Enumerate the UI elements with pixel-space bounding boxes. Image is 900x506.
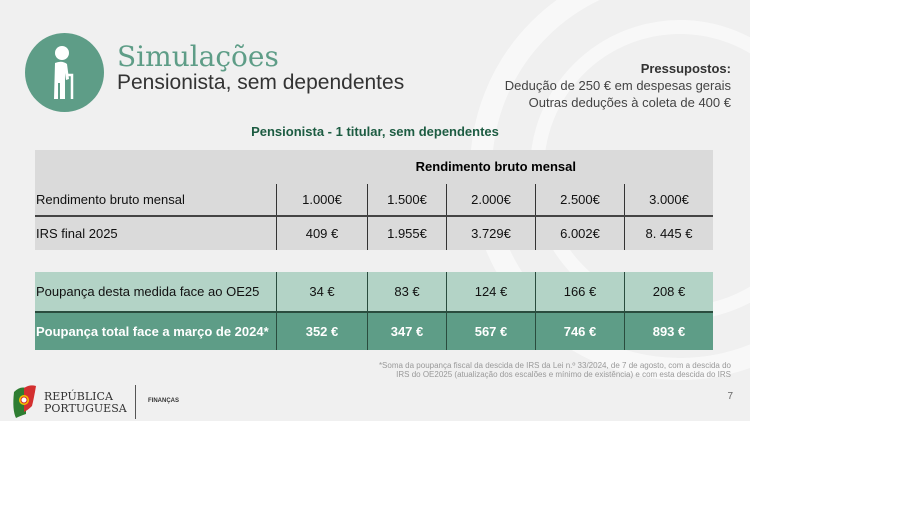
- footnote: *Soma da poupança fiscal da descida de I…: [379, 361, 731, 379]
- cell: 1.955€: [367, 217, 446, 250]
- page-title: Simulações: [117, 40, 279, 73]
- footnote-line: *Soma da poupança fiscal da descida de I…: [378, 361, 731, 370]
- cell: 347 €: [367, 313, 446, 350]
- cell: 34 €: [276, 272, 367, 311]
- assumption-line: Dedução de 250 € em despesas gerais: [504, 78, 731, 93]
- assumption-line: Outras deduções à coleta de 400 €: [528, 95, 731, 110]
- cell: 409 €: [276, 217, 367, 250]
- logo-line: PORTUGUESA: [44, 402, 127, 415]
- page-subtitle: Pensionista, sem dependentes: [117, 71, 405, 94]
- logo-line: REPÚBLICA: [44, 390, 113, 403]
- irs-table: Rendimento bruto mensal Rendimento bruto…: [35, 150, 713, 250]
- row-label: IRS final 2025: [36, 226, 118, 241]
- cell: 567 €: [446, 313, 535, 350]
- cell: 2.500€: [535, 184, 624, 215]
- cell: 352 €: [276, 313, 367, 350]
- assumptions-heading: Pressupostos:: [640, 61, 731, 76]
- cell: 83 €: [367, 272, 446, 311]
- assumptions: Pressupostos: Dedução de 250 € em despes…: [505, 60, 731, 111]
- page-number: 7: [727, 391, 733, 402]
- cell: 208 €: [624, 272, 713, 311]
- elderly-person-icon: [25, 33, 104, 112]
- group-header: Rendimento bruto mensal: [415, 159, 576, 174]
- footnote-line: IRS do OE2025 (atualização dos escalões …: [396, 370, 731, 379]
- cell: 1.500€: [367, 184, 446, 215]
- row-label: Poupança desta medida face ao OE25: [36, 284, 260, 299]
- divider: [135, 385, 136, 419]
- cell: 1.000€: [276, 184, 367, 215]
- slide: Simulações Pensionista, sem dependentes …: [0, 0, 750, 421]
- cell: 746 €: [535, 313, 624, 350]
- republic-logo-text: REPÚBLICA PORTUGUESA: [44, 391, 127, 415]
- table-row: Poupança total face a março de 2024* 352…: [35, 311, 713, 350]
- ministry-label: FINANÇAS: [148, 398, 179, 404]
- table-row: Poupança desta medida face ao OE25 34 € …: [35, 272, 713, 311]
- cell: 893 €: [624, 313, 713, 350]
- cell: 166 €: [535, 272, 624, 311]
- row-label: Poupança total face a março de 2024*: [36, 324, 269, 339]
- cell: 3.000€: [624, 184, 713, 215]
- cell: 3.729€: [446, 217, 535, 250]
- table-title: Pensionista - 1 titular, sem dependentes: [251, 124, 499, 139]
- row-label: Rendimento bruto mensal: [36, 192, 185, 207]
- cell: 6.002€: [535, 217, 624, 250]
- table-row: Rendimento bruto mensal 1.000€ 1.500€ 2.…: [35, 184, 713, 217]
- cell: 124 €: [446, 272, 535, 311]
- savings-table: Poupança desta medida face ao OE25 34 € …: [35, 272, 713, 350]
- republic-flag-logo-icon: [12, 384, 36, 418]
- cell: 8. 445 €: [624, 217, 713, 250]
- table-row: IRS final 2025 409 € 1.955€ 3.729€ 6.002…: [35, 217, 713, 250]
- cell: 2.000€: [446, 184, 535, 215]
